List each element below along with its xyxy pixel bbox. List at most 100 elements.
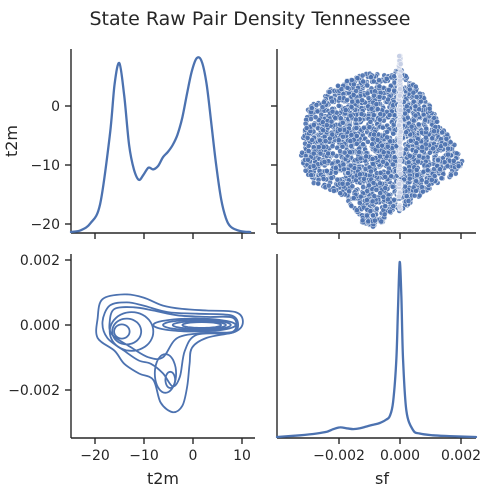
scatter-point xyxy=(397,157,403,164)
scatter-point xyxy=(344,97,350,103)
scatter-point xyxy=(350,92,357,98)
scatter-point xyxy=(335,82,341,89)
scatter-point xyxy=(322,138,329,144)
scatter-point xyxy=(308,172,315,179)
scatter-point xyxy=(347,112,354,119)
scatter-point xyxy=(329,143,336,150)
scatter-point xyxy=(303,125,310,131)
scatter-point xyxy=(340,161,347,168)
kde-contour-level-1 xyxy=(95,293,244,414)
scatter-point xyxy=(438,175,445,182)
ytick-label-neg0002: −0.002 xyxy=(8,383,60,399)
scatter-point xyxy=(364,90,371,97)
scatter-point xyxy=(412,112,419,119)
scatter-point xyxy=(340,133,346,140)
scatter-point xyxy=(403,129,409,136)
scatter-point xyxy=(368,105,375,112)
scatter-point xyxy=(419,144,425,151)
scatter-point xyxy=(455,163,462,169)
scatter-point xyxy=(317,137,323,144)
scatter-point xyxy=(380,149,387,156)
kde-contour-level-12 xyxy=(164,370,176,389)
scatter-point xyxy=(373,101,380,108)
scatter-point xyxy=(366,124,373,131)
scatter-point xyxy=(370,212,376,219)
scatter-point xyxy=(372,217,378,224)
scatter-point xyxy=(364,212,370,219)
scatter-point xyxy=(338,86,345,92)
scatter-point xyxy=(369,198,376,205)
scatter-point xyxy=(348,203,355,209)
scatter-point xyxy=(337,126,343,133)
scatter-point xyxy=(384,129,390,135)
kde-contour-level-10 xyxy=(113,323,131,340)
scatter-point xyxy=(423,125,430,132)
scatter-point xyxy=(406,175,413,182)
scatter-point xyxy=(430,145,436,152)
scatter-point xyxy=(353,133,360,139)
scatter-point xyxy=(390,130,397,137)
scatter-point xyxy=(413,148,419,155)
scatter-points xyxy=(298,52,465,230)
kde-contour-level-11 xyxy=(153,353,177,394)
scatter-point xyxy=(423,134,429,141)
scatter-point xyxy=(357,155,364,162)
scatter-point xyxy=(431,173,438,179)
scatter-point xyxy=(450,157,457,164)
scatter-point xyxy=(386,87,392,93)
scatter-point xyxy=(414,172,420,178)
scatter-point xyxy=(386,112,393,118)
scatter-point xyxy=(376,94,383,100)
scatter-point xyxy=(365,138,371,145)
scatter-point xyxy=(321,99,327,106)
scatter-point xyxy=(315,144,322,150)
scatter-point xyxy=(376,83,383,90)
scatter-point xyxy=(341,149,348,156)
scatter-point xyxy=(376,77,382,83)
scatter-point xyxy=(447,139,454,146)
scatter-point xyxy=(339,180,346,187)
scatter-point xyxy=(374,137,381,143)
scatter-point xyxy=(311,122,317,128)
scatter-point xyxy=(415,158,421,165)
scatter-point xyxy=(349,183,356,190)
scatter-point xyxy=(443,135,450,142)
scatter-point xyxy=(328,175,335,181)
scatter-point xyxy=(344,78,350,85)
top-left-x-ticks xyxy=(94,233,243,239)
scatter-point xyxy=(396,203,403,210)
scatter-point xyxy=(342,107,349,113)
scatter-point xyxy=(352,116,359,123)
ytick-label-0000: 0.000 xyxy=(20,318,60,334)
scatter-point xyxy=(407,137,414,144)
scatter-point xyxy=(412,103,419,110)
scatter-point xyxy=(360,78,367,85)
scatter-point xyxy=(397,145,404,152)
scatter-point xyxy=(397,170,404,177)
scatter-point xyxy=(397,73,404,80)
scatter-point xyxy=(387,208,393,215)
scatter-point xyxy=(369,156,376,162)
scatter-point xyxy=(359,217,366,224)
top-right-y-ticks xyxy=(271,105,277,225)
scatter-point xyxy=(373,187,380,193)
scatter-point xyxy=(368,168,374,175)
scatter-point xyxy=(413,94,420,100)
scatter-point xyxy=(390,203,397,209)
t2m-x-ticks: −20 −10 0 10 xyxy=(80,438,251,464)
ytick-label-neg20: −20 xyxy=(30,217,60,233)
scatter-point xyxy=(431,128,437,135)
scatter-point xyxy=(404,114,411,121)
sf-x-ticks: −0.002 0.000 0.002 xyxy=(313,438,481,464)
scatter-point xyxy=(420,188,426,195)
scatter-point xyxy=(320,176,327,182)
scatter-point xyxy=(396,53,403,59)
scatter-point xyxy=(330,150,336,157)
scatter-point xyxy=(382,174,389,180)
scatter-point xyxy=(371,131,377,138)
scatter-point xyxy=(385,169,392,176)
scatter-point xyxy=(302,167,309,174)
xtick-label-neg10: −10 xyxy=(129,448,159,464)
kde-contour-level-8 xyxy=(108,311,155,352)
scatter-point xyxy=(377,111,384,117)
